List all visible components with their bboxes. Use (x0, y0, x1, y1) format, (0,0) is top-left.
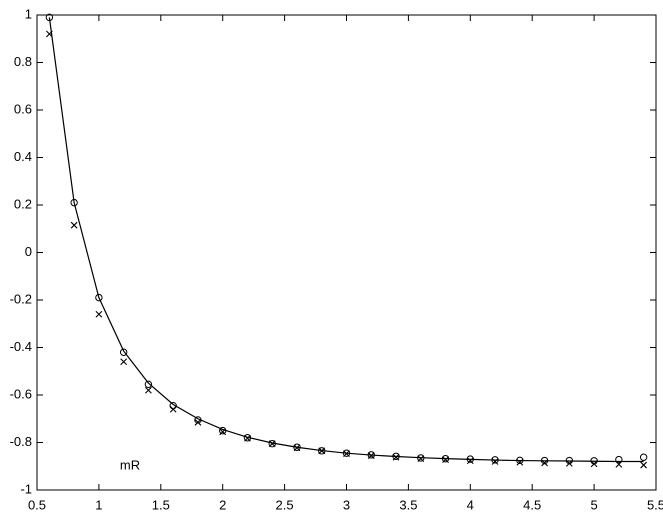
cross-marker (169, 405, 177, 413)
x-tick-label: 3 (343, 497, 350, 512)
circle-marker (615, 455, 623, 464)
circle-marker (441, 454, 450, 463)
cross-marker (516, 458, 524, 466)
circle-marker (540, 456, 549, 465)
x-tick-label: 2.5 (276, 497, 294, 512)
y-tick-label: 0.8 (14, 54, 32, 69)
y-tick-label: 0.4 (14, 149, 32, 164)
y-tick-label: 1 (25, 6, 32, 21)
x-tick-label: 4 (467, 497, 474, 512)
circle-marker (318, 447, 326, 455)
y-tick-label: -0.6 (10, 386, 32, 401)
cross-marker (442, 456, 449, 463)
circle-marker (367, 451, 375, 459)
cross-marker (640, 461, 648, 469)
cross-marker (120, 358, 128, 366)
cross-marker (367, 452, 375, 459)
circle-marker (268, 439, 276, 448)
x-tick-label: 4.5 (523, 497, 541, 512)
y-tick-label: -0.4 (10, 339, 32, 354)
circle-marker (293, 443, 301, 451)
x-tick-label: 0.5 (28, 497, 46, 512)
circle-marker (45, 13, 54, 22)
cross-marker (145, 386, 152, 394)
y-tick-label: 0 (25, 244, 32, 259)
circle-marker (639, 453, 648, 461)
y-tick-label: -0.8 (10, 434, 32, 449)
y-tick-label: -1 (20, 481, 32, 496)
cross-marker (95, 310, 103, 318)
x-tick-label: 5 (590, 497, 597, 512)
x-tick-label: 1 (95, 497, 102, 512)
cross-marker (45, 30, 53, 38)
cross-marker (541, 459, 548, 467)
cross-marker (491, 458, 499, 465)
circle-marker (392, 452, 400, 460)
circle-marker (516, 456, 524, 465)
y-tick-label: 0.2 (14, 196, 32, 211)
x-tick-label: 3.5 (399, 497, 417, 512)
cross-marker (565, 460, 573, 467)
circle-marker (219, 426, 227, 435)
cross-marker (293, 444, 301, 452)
circle-marker (70, 198, 78, 207)
circle-marker (194, 416, 202, 424)
x-tick-label: 2 (219, 497, 226, 512)
plot-frame (36, 14, 657, 491)
circle-marker (119, 348, 128, 356)
cross-marker (318, 447, 326, 455)
curve (48, 17, 644, 463)
circle-marker (342, 449, 351, 457)
circle-marker (466, 455, 474, 463)
cross-marker (70, 221, 78, 229)
cross-marker (615, 460, 623, 468)
cross-marker (466, 457, 474, 465)
y-tick-label: 0.6 (14, 101, 32, 116)
cross-marker (219, 428, 227, 436)
circle-marker (417, 454, 425, 462)
circle-marker (491, 456, 499, 464)
x-tick-label: 5.5 (647, 497, 663, 512)
cross-marker (417, 455, 425, 463)
cross-marker (244, 434, 251, 442)
cross-marker (268, 440, 276, 448)
circle-marker (95, 293, 103, 302)
y-tick-label: -0.2 (10, 291, 32, 306)
circle-marker (243, 434, 252, 442)
circle-marker (144, 380, 153, 389)
cross-marker (590, 460, 598, 468)
annotation: mR (120, 457, 140, 472)
cross-marker (194, 418, 202, 426)
cross-marker (392, 453, 400, 461)
cross-marker (343, 450, 350, 458)
x-tick-label: 1.5 (152, 497, 170, 512)
